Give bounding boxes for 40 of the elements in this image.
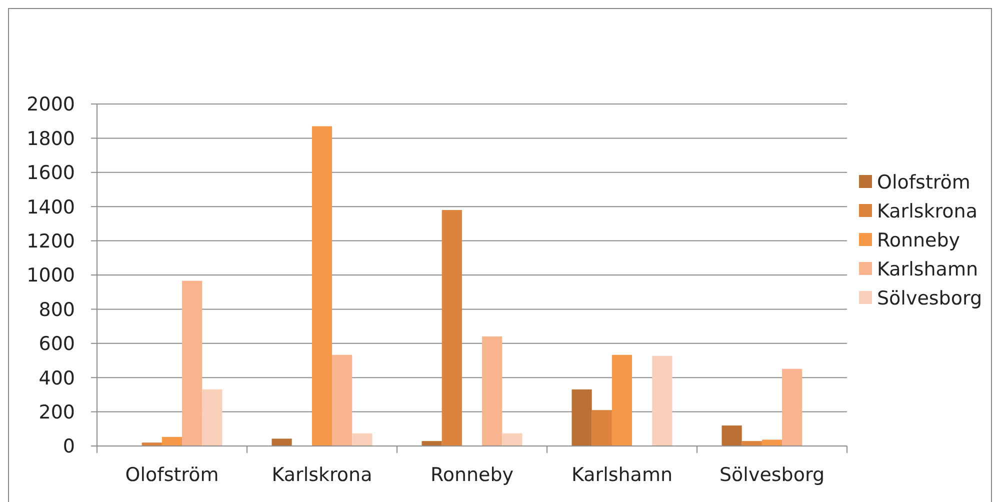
bar: [762, 440, 782, 446]
x-tick-label: Sölvesborg: [719, 464, 825, 486]
bar: [162, 436, 182, 446]
y-tick-label: 800: [38, 298, 75, 321]
y-tick-label: 0: [62, 436, 75, 458]
bar: [742, 441, 762, 446]
bar: [502, 433, 522, 446]
y-tick-label: 2000: [26, 94, 75, 116]
x-tick-label: Olofström: [125, 464, 219, 486]
y-tick-label: 1200: [26, 230, 75, 252]
bar: [312, 126, 332, 446]
x-tick-label: Karlshamn: [572, 464, 672, 486]
legend-label: Ronneby: [877, 230, 960, 252]
bar: [612, 354, 632, 446]
bar: [652, 356, 672, 446]
bar: [482, 336, 502, 446]
bar: [722, 425, 742, 446]
bar: [782, 368, 802, 446]
bar: [332, 354, 352, 446]
y-tick-label: 1800: [26, 128, 75, 150]
y-tick-label: 200: [38, 401, 75, 424]
x-tick-label: Ronneby: [430, 464, 514, 486]
bar: [272, 438, 292, 446]
bar: [422, 441, 442, 446]
legend-label: Karlskrona: [877, 200, 978, 223]
legend-label: Sölvesborg: [877, 288, 982, 310]
bar: [182, 280, 202, 446]
y-tick-label: 1600: [26, 162, 75, 184]
legend-label: Olofström: [877, 172, 970, 194]
bar: [572, 389, 592, 446]
y-tick-label: 600: [38, 333, 75, 356]
y-tick-label: 1000: [26, 264, 75, 287]
bar: [352, 433, 372, 446]
y-tick-label: 400: [38, 367, 75, 390]
y-tick-label: 1400: [26, 196, 75, 218]
x-tick-label: Karlskrona: [272, 464, 372, 486]
legend-label: Karlshamn: [877, 258, 978, 281]
bar: [202, 389, 222, 446]
bar: [442, 210, 462, 446]
bar: [592, 410, 612, 446]
